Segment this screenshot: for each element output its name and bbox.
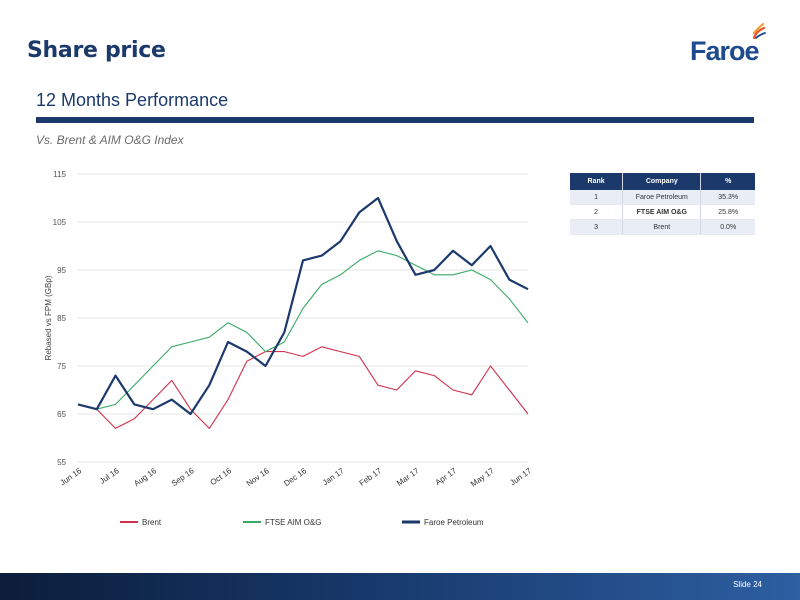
y-axis-label: Rebased vs FPM (GBp): [44, 275, 53, 360]
slide-number: Slide 24: [733, 580, 762, 589]
x-tick-label: Jan 17: [321, 466, 346, 487]
x-tick-label: Jun 17: [508, 466, 533, 487]
x-tick-label: Nov 16: [245, 466, 271, 488]
header-rank: Rank: [570, 173, 624, 190]
heading-rule: [36, 117, 754, 123]
x-tick-label: Apr 17: [434, 466, 459, 487]
cell-rank: 1: [570, 190, 624, 205]
cell-company: FTSE AIM O&G: [622, 204, 702, 220]
ranking-table: Rank Company % 1 Faroe Petroleum 35.3% 2…: [570, 173, 755, 235]
y-tick-label: 75: [57, 362, 66, 371]
header-percent: %: [700, 173, 755, 190]
footer-bar: Slide 24: [0, 573, 800, 600]
x-tick-label: Mar 17: [395, 466, 421, 488]
y-tick-label: 105: [53, 218, 67, 227]
x-tick-label: Sep 16: [170, 466, 196, 488]
y-tick-label: 95: [57, 266, 66, 275]
x-tick-label: Jul 16: [98, 466, 121, 486]
y-tick-label: 115: [53, 170, 66, 179]
faroe-logo: Faroe: [690, 20, 770, 66]
x-tick-label: Aug 16: [132, 466, 158, 488]
slide-title: Share price: [27, 38, 166, 63]
table-row: 2 FTSE AIM O&G 25.8%: [570, 204, 755, 220]
share-price-chart: 55 65 75 85 95 105 115 Rebased vs FPM (GBp) Jun …: [44, 170, 534, 527]
cell-percent: 35.3%: [700, 190, 755, 205]
cell-company: Faroe Petroleum: [622, 190, 702, 205]
legend-label: Faroe Petroleum: [424, 518, 484, 527]
x-tick-label: Dec 16: [282, 466, 308, 488]
legend-label: Brent: [142, 518, 162, 527]
series-line-faroe-petroleum: [77, 196, 529, 416]
x-tick-label: May 17: [469, 466, 496, 489]
legend-label: FTSE AIM O&G: [265, 518, 321, 527]
cell-percent: 0.0%: [700, 219, 755, 235]
cell-company: Brent: [622, 219, 702, 235]
table-header-row: Rank Company %: [570, 173, 755, 190]
y-tick-label: 85: [57, 314, 66, 323]
cell-rank: 3: [570, 219, 624, 235]
header-company: Company: [622, 173, 702, 190]
x-tick-label: Feb 17: [358, 466, 384, 488]
x-tick-label: Jun 16: [58, 466, 83, 487]
series-line-brent: [77, 346, 529, 429]
cell-percent: 25.8%: [700, 204, 755, 220]
chart-heading: 12 Months Performance: [36, 90, 229, 110]
y-tick-label: 55: [57, 458, 66, 467]
series-line-ftse-aim-o-g: [77, 250, 529, 410]
cell-rank: 2: [570, 204, 624, 220]
chart-subtitle: Vs. Brent & AIM O&G Index: [36, 133, 184, 147]
x-tick-label: Oct 16: [209, 466, 234, 487]
logo-text: Faroe: [690, 36, 760, 66]
flame-icon: [752, 23, 766, 40]
table-row: 3 Brent 0.0%: [570, 219, 755, 235]
table-row: 1 Faroe Petroleum 35.3%: [570, 190, 755, 205]
y-tick-label: 65: [57, 410, 66, 419]
